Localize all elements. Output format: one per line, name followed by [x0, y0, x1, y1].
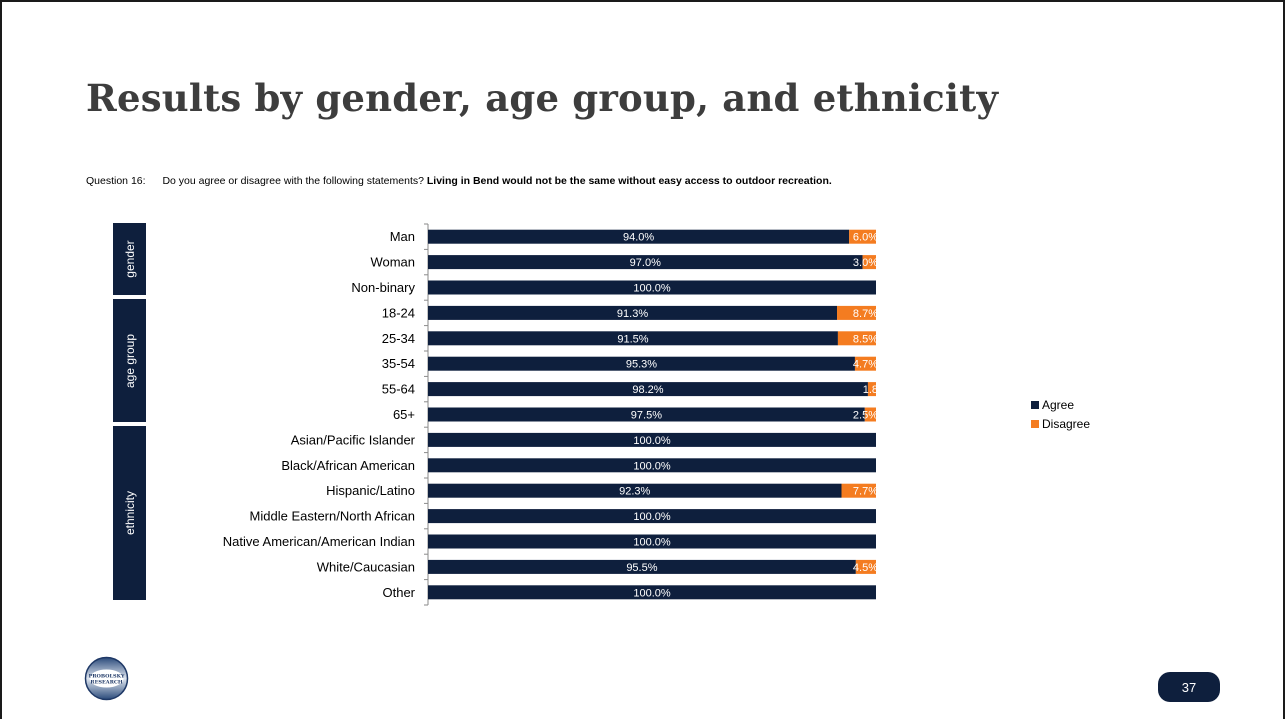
- data-label-agree: 100.0%: [633, 435, 671, 447]
- category-label: Man: [390, 229, 415, 244]
- legend-swatch-agree: [1031, 400, 1039, 409]
- bar-agree: [428, 432, 876, 447]
- group-label-box: age group: [113, 299, 146, 423]
- slide-title: Results by gender, age group, and ethnic…: [86, 76, 999, 120]
- category-label: White/Caucasian: [317, 559, 415, 574]
- data-label-agree: 91.3%: [617, 308, 648, 320]
- bar-disagree: [854, 356, 876, 371]
- category-label: 35-54: [382, 356, 415, 371]
- category-label: Woman: [370, 255, 415, 270]
- data-label-agree: 97.0%: [630, 257, 661, 269]
- bar-agree: [428, 280, 876, 295]
- bar-agree: [428, 305, 838, 320]
- probolsky-research-logo: PROBOLSKY RESEARCH: [84, 656, 129, 701]
- data-label-disagree: 4.5%: [853, 562, 878, 574]
- bar-agree: [428, 559, 856, 574]
- bar-agree: [428, 255, 863, 270]
- category-label: Black/African American: [281, 458, 415, 473]
- legend-label-agree: Agree: [1042, 397, 1075, 412]
- data-label-disagree: 7.7%: [853, 486, 878, 498]
- category-label: Non-binary: [351, 280, 415, 295]
- group-label-box: ethnicity: [113, 426, 146, 600]
- category-label: Middle Eastern/North African: [250, 509, 415, 524]
- bar-agree: [428, 407, 865, 422]
- legend-swatch-disagree: [1031, 419, 1039, 428]
- category-label: Other: [382, 585, 415, 600]
- bar-disagree: [864, 407, 876, 422]
- bar-agree: [428, 483, 842, 498]
- data-label-disagree: 6.0%: [853, 232, 878, 244]
- data-label-disagree: 8.7%: [853, 308, 878, 320]
- bar-disagree: [841, 483, 876, 498]
- bar-agree: [428, 534, 876, 549]
- group-label-box: gender: [113, 223, 146, 296]
- category-label: Native American/American Indian: [223, 534, 415, 549]
- data-label-agree: 97.5%: [631, 410, 662, 422]
- bar-disagree: [837, 305, 876, 320]
- page-number-badge: 37: [1158, 672, 1220, 702]
- legend-item-agree: Agree: [1031, 395, 1090, 414]
- data-label-agree: 98.2%: [632, 384, 663, 396]
- data-label-agree: 100.0%: [633, 460, 671, 472]
- chart-legend: Agree Disagree: [1031, 395, 1090, 433]
- data-label-disagree: 2.5%: [853, 410, 878, 422]
- bar-agree: [428, 382, 868, 397]
- data-label-disagree: 1.8: [863, 384, 878, 396]
- category-label: 55-64: [382, 382, 415, 397]
- data-label-disagree: 4.7%: [853, 359, 878, 371]
- question-statement: Living in Bend would not be the same wit…: [426, 175, 832, 187]
- bar-agree: [428, 458, 876, 473]
- data-label-agree: 92.3%: [619, 486, 650, 498]
- bar-agree: [428, 229, 850, 244]
- data-label-agree: 95.5%: [626, 562, 657, 574]
- bar-agree: [428, 356, 855, 371]
- category-label: 18-24: [382, 305, 415, 320]
- question-text: Do you agree or disagree with the follow…: [162, 175, 424, 187]
- data-label-agree: 100.0%: [633, 537, 671, 549]
- category-label: Hispanic/Latino: [326, 483, 415, 498]
- bar-disagree: [867, 382, 876, 397]
- data-label-agree: 91.5%: [617, 333, 648, 345]
- question-label: Question 16:: [86, 175, 146, 187]
- data-label-agree: 94.0%: [623, 232, 654, 244]
- bar-disagree: [837, 331, 876, 346]
- data-label-disagree: 3.0%: [853, 257, 878, 269]
- data-label-agree: 100.0%: [633, 511, 671, 523]
- category-label: Asian/Pacific Islander: [291, 432, 416, 447]
- legend-item-disagree: Disagree: [1031, 414, 1090, 433]
- category-label: 65+: [393, 407, 415, 422]
- question-line: Question 16: Do you agree or disagree wi…: [86, 175, 832, 187]
- bar-disagree: [849, 229, 876, 244]
- bar-disagree: [862, 255, 876, 270]
- data-label-disagree: 8.5%: [853, 333, 878, 345]
- bar-agree: [428, 509, 876, 524]
- bar-agree: [428, 585, 876, 600]
- data-label-agree: 100.0%: [633, 283, 671, 295]
- legend-label-disagree: Disagree: [1042, 416, 1091, 431]
- logo-text-line1: PROBOLSKY: [89, 674, 125, 680]
- data-label-agree: 95.3%: [626, 359, 657, 371]
- bar-disagree: [855, 559, 876, 574]
- category-label: 25-34: [382, 331, 415, 346]
- bar-agree: [428, 331, 838, 346]
- logo-text-line2: RESEARCH: [90, 680, 122, 686]
- data-label-agree: 100.0%: [633, 587, 671, 599]
